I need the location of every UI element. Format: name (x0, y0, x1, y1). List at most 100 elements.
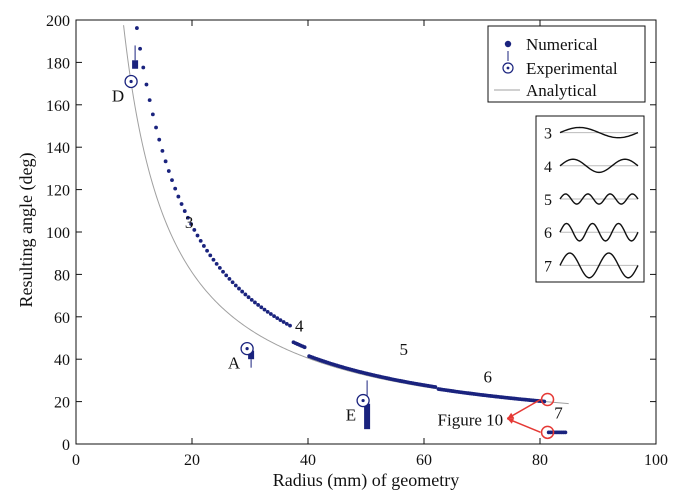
y-tick-label: 80 (54, 267, 70, 284)
inset-mode-label: 7 (544, 258, 552, 275)
numerical-point (141, 65, 146, 70)
numerical-point (192, 228, 197, 232)
mode-number-label: 7 (554, 404, 563, 423)
mode-number-label: 6 (484, 368, 493, 387)
y-tick-label: 200 (46, 13, 70, 30)
legend-numerical-marker (504, 40, 512, 48)
experimental-points-layer: D A E (112, 45, 371, 430)
numerical-point (268, 312, 273, 316)
numerical-point (233, 283, 238, 288)
x-tick-label: 100 (644, 452, 668, 469)
inset-mode-label: 4 (544, 159, 552, 176)
numerical-point (230, 280, 235, 285)
figure-reference-arrow (506, 398, 541, 420)
annotation-layer: 3 4 5 6 7 (185, 213, 563, 423)
mode-number-label: 3 (185, 213, 194, 232)
numerical-point (173, 186, 178, 191)
numerical-point (237, 286, 241, 291)
experimental-point-center (361, 398, 365, 403)
numerical-point (166, 169, 171, 173)
y-tick-label: 60 (54, 310, 70, 327)
inset-mode-shape (559, 222, 639, 242)
mode-number-label: 4 (295, 317, 304, 336)
numerical-point (135, 26, 139, 30)
x-tick-label: 0 (72, 452, 80, 469)
numerical-point (275, 316, 280, 321)
numerical-point (253, 300, 257, 305)
inset-mode-shape (559, 126, 639, 139)
numerical-point (189, 222, 194, 226)
experimental-bar (364, 403, 371, 430)
y-axis-label: Resulting angle (deg) (16, 153, 37, 308)
numerical-point (265, 309, 270, 314)
numerical-points-layer (135, 26, 568, 435)
x-axis-label: Radius (mm) of geometry (273, 470, 459, 491)
numerical-point (272, 314, 276, 319)
legend-box (487, 25, 646, 103)
highlighted-point (540, 425, 555, 440)
legend-analytical-label: Analytical (526, 81, 597, 100)
experimental-bar (132, 60, 139, 69)
numerical-point (249, 297, 254, 302)
numerical-point (262, 307, 267, 312)
numerical-point (154, 125, 158, 130)
numerical-point (433, 385, 438, 389)
numerical-point (281, 320, 286, 324)
inset-mode-shape (559, 193, 639, 205)
numerical-point (176, 194, 181, 199)
y-tick-label: 120 (46, 183, 70, 200)
figure-reference-arrowhead (507, 412, 515, 419)
y-tick-label: 180 (46, 55, 70, 72)
y-tick-label: 160 (46, 98, 70, 115)
numerical-point (256, 303, 261, 307)
numerical-point (243, 292, 248, 297)
numerical-point (208, 253, 213, 258)
numerical-point (217, 266, 222, 270)
inset-mode-label: 5 (544, 192, 552, 209)
y-tick-label: 20 (54, 395, 70, 412)
experimental-point-center (245, 347, 249, 351)
y-tick-label: 0 (62, 437, 70, 454)
numerical-point (240, 289, 245, 294)
numerical-point (195, 233, 200, 238)
numerical-point (138, 46, 142, 51)
numerical-point (259, 305, 264, 310)
x-tick-label: 40 (300, 452, 316, 469)
y-tick-label: 140 (46, 140, 70, 157)
numerical-point (214, 262, 219, 266)
y-tick-label: 40 (54, 352, 70, 369)
numerical-point (563, 430, 568, 435)
experimental-point-label: E (346, 406, 356, 425)
numerical-point (211, 257, 216, 262)
legend: Numerical Experimental Analytical (487, 25, 646, 103)
numerical-point (302, 345, 307, 350)
inset-mode-label: 6 (544, 225, 552, 242)
numerical-point (278, 318, 283, 323)
numerical-point (227, 276, 232, 281)
inset-mode-label: 3 (544, 126, 552, 143)
numerical-point (224, 273, 229, 278)
highlight-layer: Figure 10 (438, 392, 555, 440)
numerical-point (160, 148, 165, 153)
legend-experimental-dot (506, 66, 510, 70)
numerical-point (198, 238, 203, 243)
x-tick-label: 60 (416, 452, 432, 469)
numerical-point (221, 269, 225, 274)
figure-reference-label: Figure 10 (438, 411, 504, 430)
numerical-point (179, 202, 184, 206)
numerical-point (186, 215, 190, 220)
numerical-point (157, 137, 162, 142)
numerical-point (246, 295, 251, 300)
numerical-point (542, 399, 547, 404)
experimental-point-center (129, 79, 133, 84)
legend-numerical-label: Numerical (526, 35, 598, 54)
inset-mode-shape (559, 252, 639, 279)
numerical-point (288, 323, 292, 328)
ticks-layer: 0 20 40 60 80 100 0 20 40 60 80 100 120 140 160 180 200 (46, 13, 668, 469)
numerical-point (163, 159, 168, 164)
x-tick-label: 20 (184, 452, 200, 469)
legend-experimental-label: Experimental (526, 59, 618, 78)
numerical-point (170, 178, 174, 183)
experimental-bar (248, 350, 255, 360)
